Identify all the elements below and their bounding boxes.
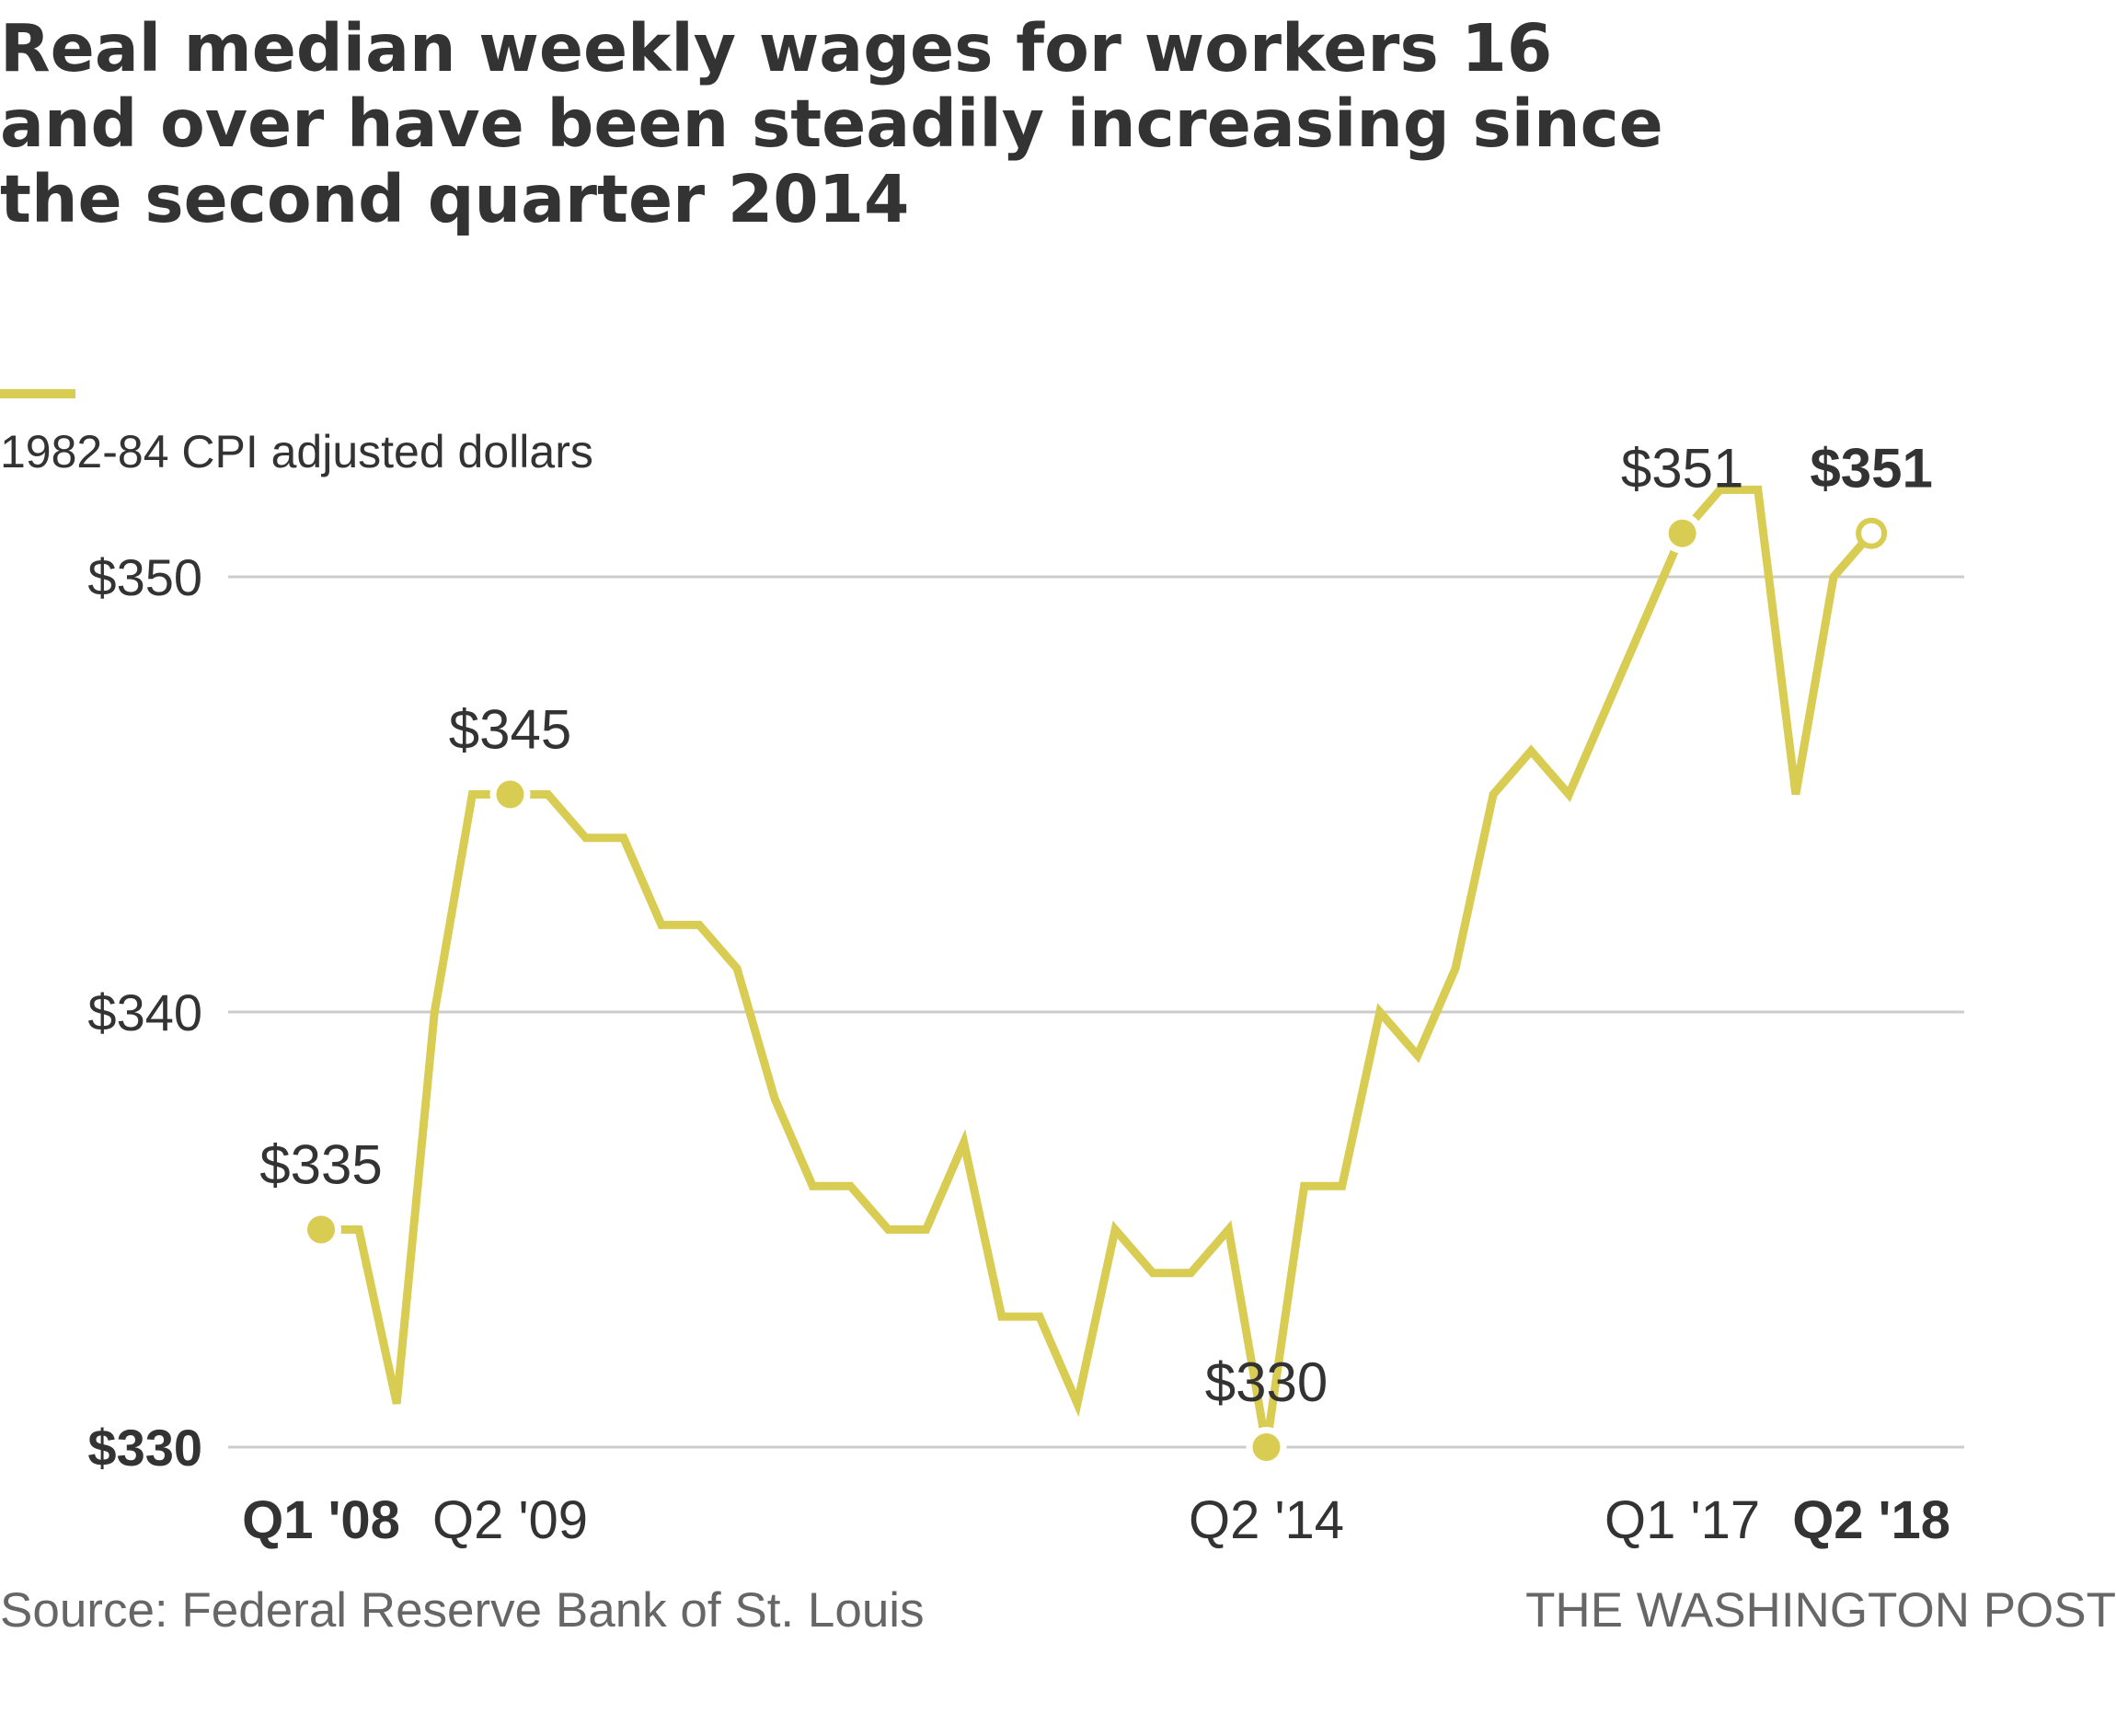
annotation-marker-open [1856,517,1888,549]
x-tick-label-5: Q2 '09 [432,1490,588,1550]
annotation-marker-0 [307,1215,335,1244]
units-label: 1982-84 CPI adjusted dollars [0,426,593,477]
annotation-label-4: $351 [1810,438,1932,500]
y-tick-label-330: $330 [87,1419,202,1477]
annotation-marker-1 [496,780,524,809]
publisher-credit: THE WASHINGTON POST [1525,1583,2116,1638]
chart-title: Real median weekly wages for workers 16 … [0,10,1663,237]
y-tick-label-340: $340 [87,983,202,1041]
x-tick-label-25: Q2 '14 [1189,1490,1344,1550]
y-tick-label-350: $350 [87,548,202,606]
annotation-marker-2 [1252,1433,1281,1461]
annotation-label-2: $330 [1205,1351,1328,1413]
annotation-label-0: $335 [259,1134,382,1196]
annotation-label-1: $345 [449,699,571,761]
annotation-label-3: $351 [1621,438,1743,500]
x-tick-label-36: Q1 '17 [1604,1490,1760,1550]
x-tick-label-41: Q2 '18 [1792,1490,1950,1550]
x-tick-label-0: Q1 '08 [242,1490,400,1550]
legend-swatch [0,389,75,398]
series-line [321,485,1875,1448]
annotation-marker-3 [1668,519,1696,547]
source-note: Source: Federal Reserve Bank of St. Loui… [0,1583,925,1638]
